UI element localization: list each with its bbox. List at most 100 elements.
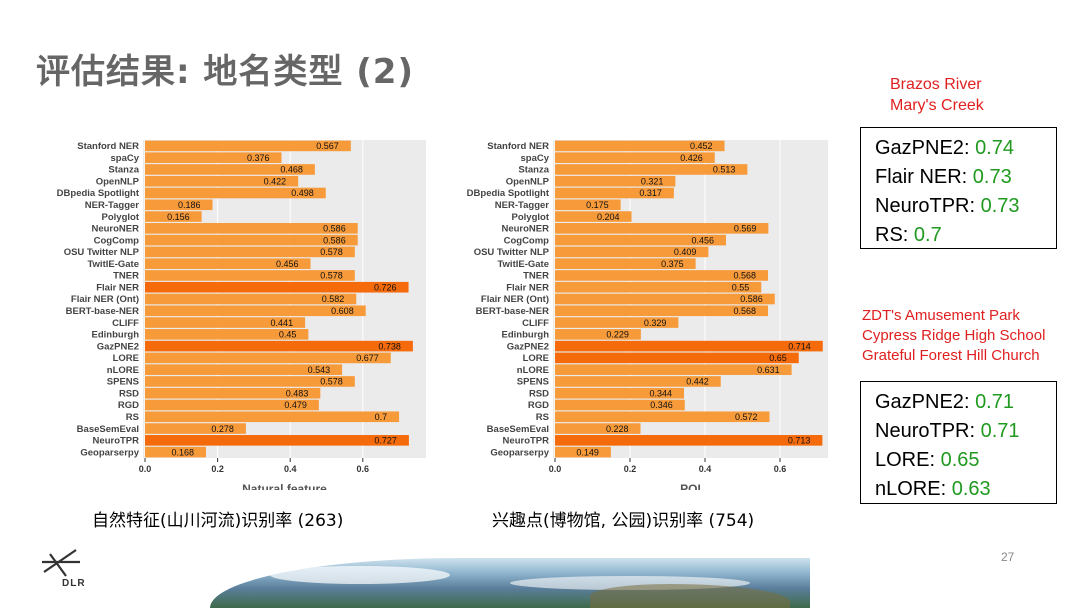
bar [145, 435, 409, 446]
category-label: TwitIE-Gate [87, 259, 139, 270]
bar [555, 399, 685, 411]
bar [555, 164, 748, 175]
bar [555, 152, 715, 163]
bar [555, 175, 676, 187]
bar-value-label: 0.479 [284, 400, 307, 410]
x-tick-label: 0.2 [211, 464, 224, 474]
score-name: nLORE [875, 478, 941, 500]
category-label: Edinburgh [502, 330, 550, 341]
bar-value-label: 0.483 [286, 388, 309, 398]
category-label: RGD [528, 400, 549, 411]
bar-value-label: 0.168 [171, 447, 194, 457]
bar-value-label: 0.175 [586, 200, 609, 210]
score-name: GazPNE2 [875, 137, 964, 159]
caption-natural-feature: 自然特征(山川河流)识别率 (263) [92, 511, 344, 531]
bar-value-label: 0.344 [649, 388, 672, 398]
poi-chart-svg: 0.0 0.2 0.4 0.6 0.452 Stanford NER 0.426 spaCy 0… [467, 140, 828, 490]
score-value: 0.71 [980, 420, 1020, 442]
category-label: RS [126, 412, 139, 423]
bar-value-label: 0.156 [167, 212, 190, 222]
category-label: BERT-base-NER [476, 306, 550, 317]
category-label: NeuroTPR [93, 436, 140, 447]
category-label: Flair NER [96, 282, 139, 293]
bar [555, 329, 641, 340]
bar-value-label: 0.376 [247, 153, 270, 163]
bar-value-label: 0.713 [788, 436, 811, 446]
x-axis-title: POI [680, 482, 701, 490]
bar [145, 211, 202, 222]
bar [145, 423, 246, 434]
example-item: Grateful Forest Hill Church [862, 347, 1040, 364]
category-label: Geoparserpy [80, 447, 139, 458]
score-row: GazPNE2: 0.71 [875, 391, 1014, 413]
bar-value-label: 0.726 [374, 282, 397, 292]
category-label: SPENS [107, 377, 139, 388]
category-label: CogComp [504, 235, 550, 246]
score-row: NeuroTPR: 0.73 [875, 195, 1020, 217]
logo-text: DLR [62, 578, 86, 589]
score-name: NeuroTPR [875, 195, 970, 217]
bar-value-label: 0.513 [713, 165, 736, 175]
score-value: 0.73 [980, 195, 1020, 217]
category-label: TNER [523, 271, 549, 282]
bar-value-label: 0.568 [733, 306, 756, 316]
category-label: OpenNLP [96, 176, 140, 187]
category-label: Flair NER [506, 282, 549, 293]
score-value: 0.7 [913, 224, 942, 246]
bar [555, 223, 769, 234]
score-row: RS: 0.7 [875, 224, 942, 246]
bar-value-label: 0.572 [735, 412, 758, 422]
bar [145, 387, 321, 399]
bar [145, 305, 366, 317]
example-item: Brazos River [890, 76, 982, 93]
bar-value-label: 0.422 [264, 176, 287, 186]
bar [145, 340, 413, 352]
category-label: Flair NER (Ont) [71, 294, 139, 305]
category-label: SPENS [517, 377, 549, 388]
bar [145, 187, 326, 199]
x-axis-title: Natural feature [242, 482, 327, 490]
bar-value-label: 0.569 [734, 224, 757, 234]
bar-value-label: 0.55 [732, 282, 750, 292]
bar-value-label: 0.228 [606, 424, 629, 434]
category-label: Flair NER (Ont) [481, 294, 549, 305]
bar-value-label: 0.677 [356, 353, 379, 363]
bar-value-label: 0.346 [650, 400, 673, 410]
category-label: GazPNE2 [507, 341, 549, 352]
category-label: RS [536, 412, 549, 423]
score-row: GazPNE2: 0.74 [875, 137, 1014, 159]
natural-feature-bar-chart: 0.0 0.2 0.4 0.6 0.567 Stanford NER 0.376 spaCy 0… [20, 130, 430, 490]
category-label: OpenNLP [506, 176, 550, 187]
bar-value-label: 0.204 [597, 212, 620, 222]
bar [145, 352, 391, 364]
bar-value-label: 0.631 [757, 365, 780, 375]
bar-value-label: 0.375 [661, 259, 684, 269]
bar [555, 423, 641, 434]
category-label: spaCy [520, 153, 549, 164]
bar [145, 293, 357, 305]
example-item: Mary's Creek [890, 97, 984, 114]
bar [555, 305, 768, 317]
category-label: Stanza [518, 165, 549, 176]
bar [145, 364, 343, 375]
bar [145, 152, 282, 163]
bar-value-label: 0.45 [279, 330, 297, 340]
category-label: CogComp [94, 235, 140, 246]
bar-value-label: 0.543 [308, 365, 331, 375]
bar [555, 387, 684, 399]
bar-value-label: 0.586 [323, 235, 346, 245]
examples-poi: ZDT's Amusement Park Cypress Ridge High … [862, 306, 1045, 366]
bar [555, 411, 770, 423]
bar-value-label: 0.186 [178, 200, 201, 210]
bar-value-label: 0.329 [644, 318, 667, 328]
bar-value-label: 0.442 [686, 377, 709, 387]
bar [555, 435, 823, 446]
bar-value-label: 0.229 [606, 330, 629, 340]
bar-value-label: 0.578 [320, 271, 343, 281]
bar [555, 293, 775, 305]
x-tick-label: 0.6 [774, 464, 787, 474]
bar [555, 211, 632, 222]
category-label: TwitIE-Gate [497, 259, 549, 270]
bar-value-label: 0.567 [316, 141, 339, 151]
category-label: OSU Twitter NLP [474, 247, 550, 258]
